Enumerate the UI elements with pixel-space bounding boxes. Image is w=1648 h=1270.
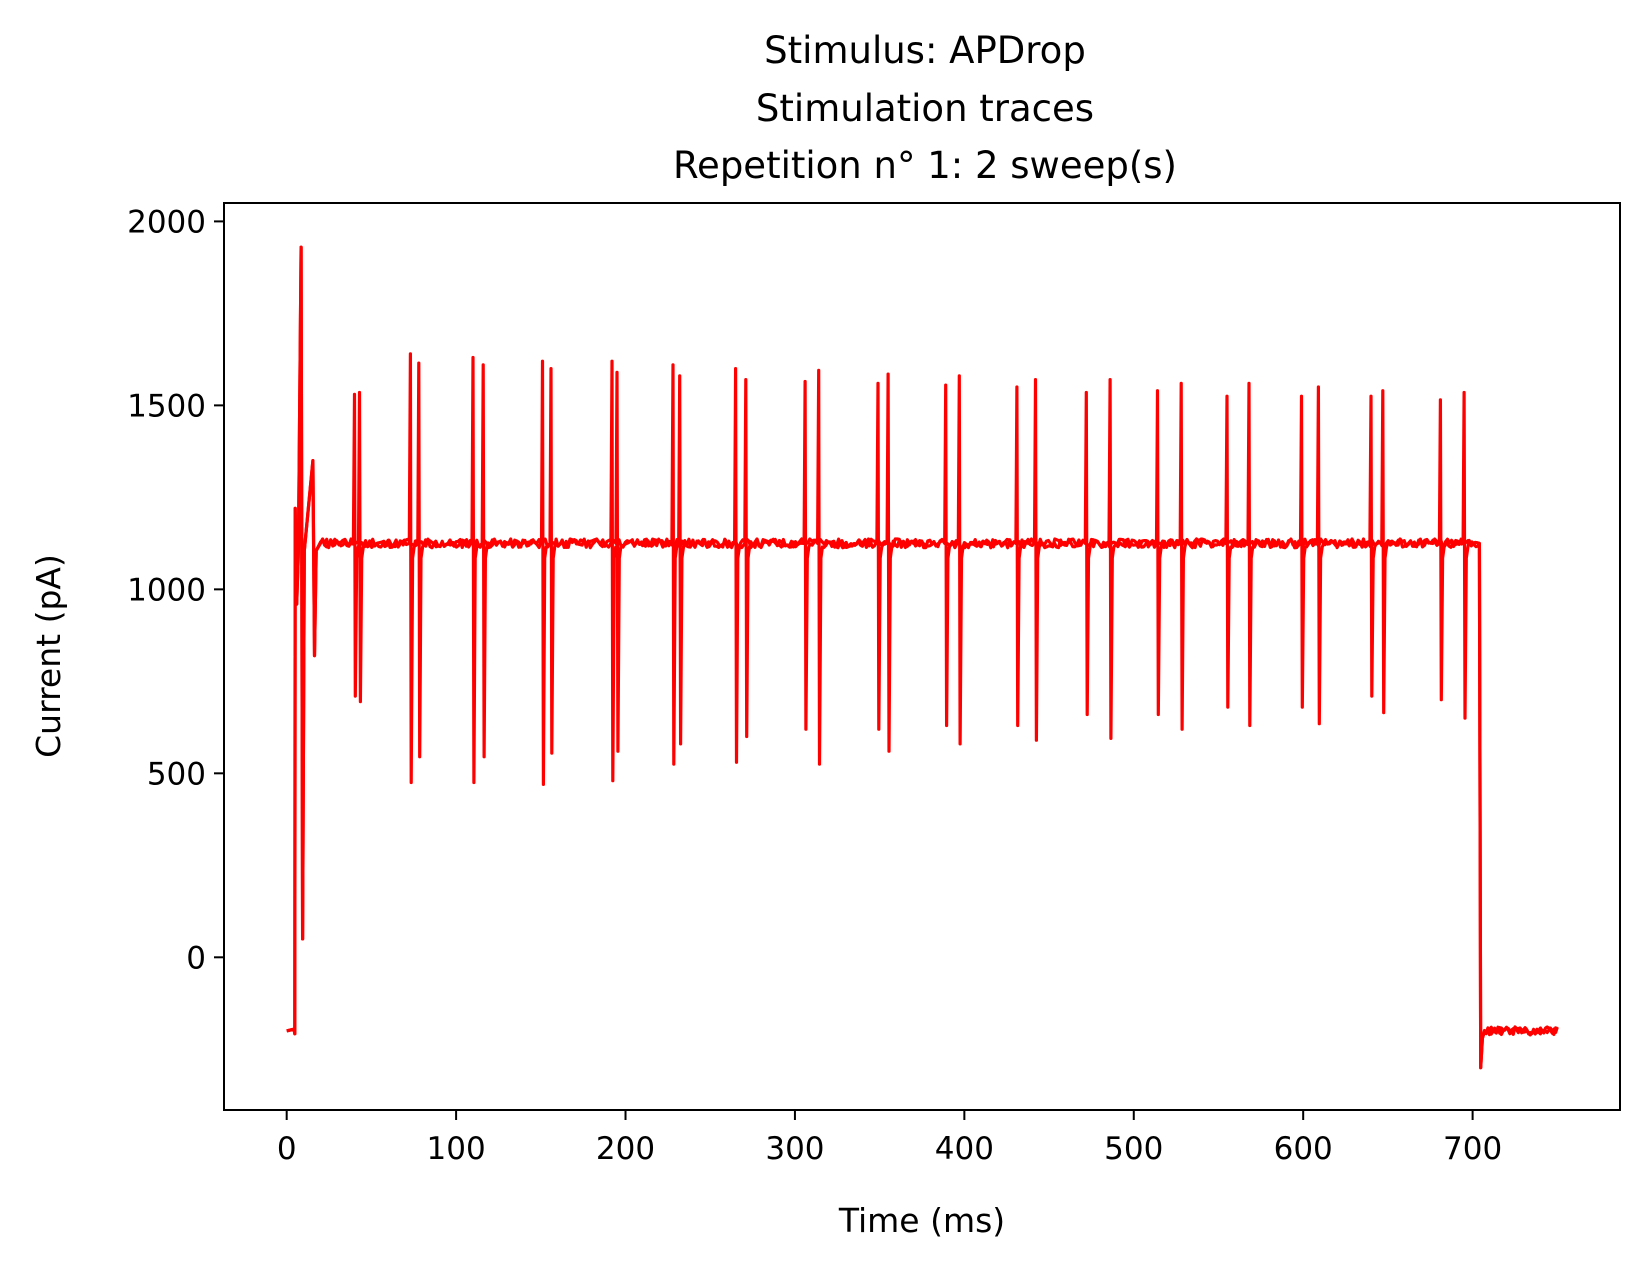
x-axis-label: Time (ms) (838, 1201, 1005, 1240)
x-tick-label: 600 (1274, 1131, 1333, 1167)
plot-area (286, 245, 1559, 1070)
x-tick-label: 500 (1104, 1131, 1163, 1167)
x-tick-label: 300 (765, 1131, 824, 1167)
x-tick-label: 0 (277, 1131, 297, 1167)
y-axis-label: Current (pA) (29, 554, 68, 758)
y-tick-label: 1500 (127, 388, 206, 424)
chart-title: Stimulus: APDrop Stimulation traces Repe… (673, 29, 1177, 187)
title-line-2: Stimulation traces (756, 87, 1094, 130)
y-tick-label: 2000 (127, 204, 206, 240)
axis-ticks: 0 100 200 300 400 500 600 700 0 500 1000 1500 2000 (127, 204, 1502, 1167)
x-tick-label: 700 (1443, 1131, 1502, 1167)
title-line-3: Repetition n° 1: 2 sweep(s) (673, 144, 1177, 187)
title-line-1: Stimulus: APDrop (764, 29, 1086, 72)
y-tick-label: 1000 (127, 572, 206, 608)
y-tick-label: 500 (147, 756, 206, 792)
sweep-trace-2 (286, 245, 1558, 1070)
x-tick-label: 400 (935, 1131, 994, 1167)
x-tick-label: 100 (427, 1131, 486, 1167)
y-tick-label: 0 (186, 940, 206, 976)
axes-frame (223, 202, 1621, 1111)
x-tick-label: 200 (596, 1131, 655, 1167)
